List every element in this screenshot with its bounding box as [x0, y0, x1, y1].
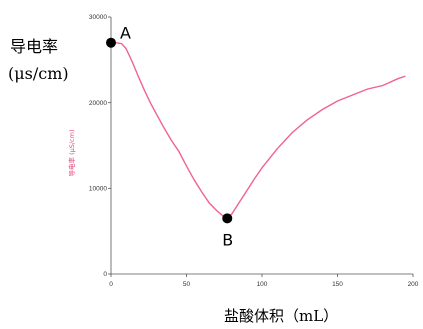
y-tick-label: 30000	[89, 14, 107, 21]
x-tick-label: 50	[183, 281, 191, 288]
x-axis-label: 盐酸体积（mL）	[224, 307, 338, 325]
x-tick-label: 0	[109, 281, 113, 288]
tick-marks	[108, 16, 414, 277]
x-tick-label: 100	[257, 281, 268, 288]
point-a-marker	[106, 37, 116, 48]
outer-y-axis-label: 导电率	[10, 37, 58, 56]
outer-y-axis-unit: (μs/cm)	[8, 64, 69, 83]
y-tick-label: 0	[103, 271, 107, 278]
key-points: AB	[106, 24, 233, 249]
series-line	[111, 42, 406, 220]
axes	[110, 17, 413, 275]
y-tick-label: 10000	[89, 186, 107, 193]
point-b-marker	[222, 213, 233, 224]
point-b-label: B	[222, 230, 233, 249]
y-tick-label: 20000	[89, 100, 107, 107]
point-a-label: A	[120, 24, 131, 43]
x-tick-label: 200	[408, 281, 419, 288]
inner-y-axis-label: 导电率 (μS/cm)	[67, 130, 76, 177]
tick-labels: 0 10000 20000 30000 0 50 100 150 200	[89, 14, 419, 288]
x-tick-label: 150	[332, 281, 343, 288]
